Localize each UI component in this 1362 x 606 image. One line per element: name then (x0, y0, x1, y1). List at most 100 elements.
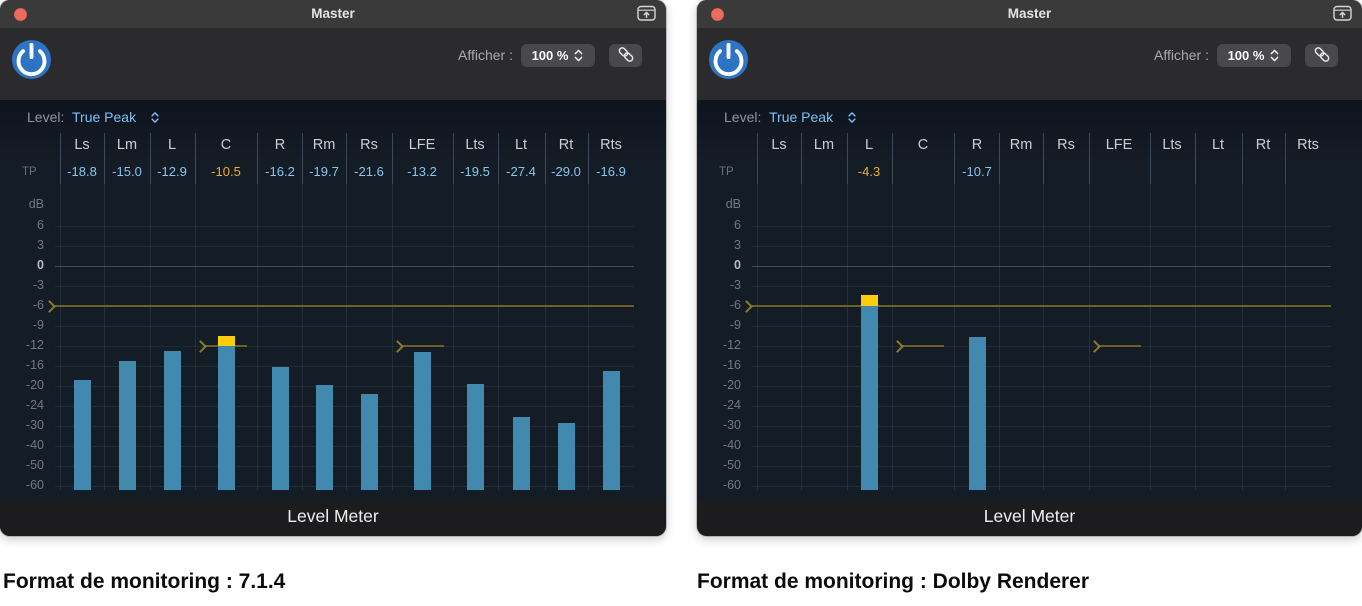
threshold-line-lfe[interactable] (401, 345, 444, 347)
column-gridline (1043, 184, 1044, 490)
db-gridline (752, 406, 1331, 407)
column-separator (801, 133, 802, 184)
level-label: Level: (27, 109, 65, 125)
channel-label: R (274, 137, 286, 153)
db-tick-label: 6 (37, 218, 44, 232)
db-tick-label: 6 (734, 218, 741, 232)
link-icon (618, 47, 633, 62)
tp-value: -27.4 (506, 164, 536, 179)
close-button[interactable] (14, 8, 27, 21)
tp-value: -16.2 (265, 164, 295, 179)
column-separator (104, 133, 105, 184)
db-tick-label: 3 (734, 238, 741, 252)
threshold-arrow-main[interactable] (740, 299, 753, 313)
plugin-name: Level Meter (287, 506, 379, 526)
column-separator (346, 133, 347, 184)
channel-label: Rm (1009, 137, 1033, 153)
db-gridline (752, 226, 1331, 227)
level-label: Level: (724, 109, 762, 125)
db-gridline (752, 266, 1331, 267)
column-gridline (1150, 184, 1151, 490)
db-gridline (752, 486, 1331, 487)
threshold-arrow-main[interactable] (43, 299, 56, 313)
level-meter-display: Level: True Peak 6 3 0 -3 -6 -9 -12 -16 -20 -24 -3… (0, 100, 666, 500)
column-separator (1150, 133, 1151, 184)
link-button[interactable] (1305, 44, 1338, 67)
popout-window-icon[interactable] (1332, 5, 1354, 23)
column-gridline (346, 184, 347, 490)
db-tick-label: -20 (722, 378, 741, 392)
caption-right: Format de monitoring : Dolby Renderer (697, 570, 1090, 593)
column-gridline (150, 184, 151, 490)
tp-value: -10.5 (211, 164, 241, 179)
db-tick-label: -6 (32, 298, 44, 312)
level-select-chevrons-icon[interactable] (150, 111, 160, 129)
afficher-label: Afficher : (458, 47, 513, 63)
db-tick-label: -30 (25, 418, 44, 432)
level-select-chevrons-icon[interactable] (847, 111, 857, 129)
level-bar (467, 383, 484, 490)
db-gridline (55, 326, 634, 327)
column-separator (392, 133, 393, 184)
threshold-line-main[interactable] (55, 305, 634, 307)
channel-label: Lm (116, 137, 138, 153)
channel-label: Lts (465, 137, 485, 153)
threshold-line-lfe[interactable] (1098, 345, 1141, 347)
channel-label: Rs (360, 137, 378, 153)
power-button[interactable] (709, 40, 748, 79)
close-button[interactable] (711, 8, 724, 21)
tp-value: -16.9 (596, 164, 626, 179)
db-tick-label: -50 (25, 458, 44, 472)
threshold-arrow-c[interactable] (891, 339, 904, 353)
db-axis-label: dB (28, 197, 44, 211)
db-gridline (55, 386, 634, 387)
level-select[interactable]: True Peak (769, 109, 834, 125)
tp-row-label: TP (22, 166, 37, 178)
channel-label: LFE (408, 137, 436, 153)
zoom-stepper[interactable]: 100 % (521, 44, 595, 67)
channel-label: Ls (771, 137, 787, 153)
column-gridline (302, 184, 303, 490)
threshold-line-c[interactable] (901, 345, 944, 347)
tp-value: -13.2 (407, 164, 437, 179)
db-gridline (752, 326, 1331, 327)
tp-value: -15.0 (112, 164, 142, 179)
level-select[interactable]: True Peak (72, 109, 137, 125)
channel-label: Lm (813, 137, 835, 153)
power-button[interactable] (12, 40, 51, 79)
column-separator (847, 133, 848, 184)
db-gridline (55, 286, 634, 287)
column-gridline (257, 184, 258, 490)
threshold-arrow-lfe[interactable] (1088, 339, 1101, 353)
column-separator (1043, 133, 1044, 184)
channel-label: Lt (514, 137, 528, 153)
tp-value: -10.7 (962, 164, 992, 179)
column-gridline (453, 184, 454, 490)
column-gridline (392, 184, 393, 490)
db-gridline (55, 486, 634, 487)
db-tick-label: -9 (32, 318, 44, 332)
link-button[interactable] (609, 44, 642, 67)
channel-label: Rts (1297, 137, 1319, 153)
channel-label: Lt (1211, 137, 1225, 153)
column-gridline (757, 184, 758, 490)
threshold-line-main[interactable] (752, 305, 1331, 307)
zoom-stepper[interactable]: 100 % (1217, 44, 1291, 67)
column-gridline (588, 184, 589, 490)
db-tick-label: -3 (729, 278, 741, 292)
tp-value: -12.9 (157, 164, 187, 179)
column-separator (545, 133, 546, 184)
level-bar (361, 394, 378, 490)
threshold-arrow-c[interactable] (194, 339, 207, 353)
db-tick-label: -12 (722, 338, 741, 352)
window-title: Master (311, 6, 355, 21)
db-tick-label: -12 (25, 338, 44, 352)
column-gridline (1089, 184, 1090, 490)
link-icon (1314, 47, 1329, 62)
popout-window-icon[interactable] (636, 5, 658, 23)
channel-label: LFE (1105, 137, 1133, 153)
level-bar (558, 422, 575, 490)
threshold-arrow-lfe[interactable] (391, 339, 404, 353)
column-gridline (60, 184, 61, 490)
channel-label: Ls (74, 137, 90, 153)
